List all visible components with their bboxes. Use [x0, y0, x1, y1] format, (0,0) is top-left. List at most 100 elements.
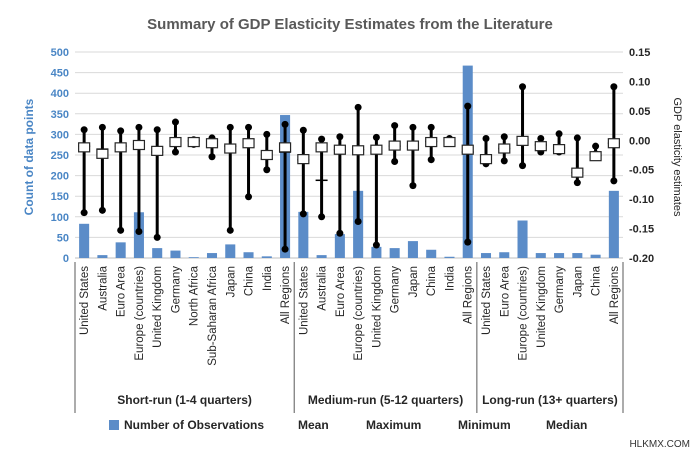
median-markers — [78, 135, 620, 178]
observation-bar — [170, 250, 181, 258]
minimum-marker — [500, 157, 508, 165]
minimum-marker — [98, 206, 106, 214]
category-label: Japan — [408, 266, 420, 297]
maximum-marker — [263, 130, 271, 138]
left-tick-label: 100 — [51, 212, 69, 224]
category-label: China — [591, 265, 603, 296]
maximum-marker — [573, 134, 581, 142]
category-label: United Kingdom — [536, 266, 548, 348]
right-tick-label: 0.00 — [629, 135, 650, 147]
observation-bar — [243, 252, 254, 258]
category-label: Germany — [170, 266, 182, 314]
category-label: China — [244, 265, 256, 296]
left-tick-label: 350 — [51, 109, 69, 121]
minimum-marker — [610, 177, 618, 185]
median-marker — [388, 140, 401, 151]
minimum-marker — [464, 238, 472, 246]
observation-bar — [608, 190, 619, 258]
maximum-marker — [98, 123, 106, 131]
maximum-marker — [117, 127, 125, 135]
minimum-marker — [171, 148, 179, 156]
median-marker — [278, 142, 292, 153]
observation-bar — [535, 253, 546, 258]
legend-item: Number of Observations — [124, 418, 264, 432]
category-label: Australia — [317, 265, 329, 310]
legend-item: Minimum — [458, 418, 511, 432]
observation-bar — [316, 255, 327, 258]
category-label: Germany — [554, 266, 566, 314]
median-marker — [297, 154, 310, 165]
median-marker — [425, 136, 438, 148]
observation-bar — [572, 253, 583, 258]
median-marker — [78, 142, 91, 153]
category-label: Sub-Saharan Africa — [207, 265, 219, 365]
maximum-marker — [80, 126, 88, 134]
category-label: United Kingdom — [371, 266, 383, 348]
median-marker — [315, 142, 328, 153]
right-tick-label: -0.05 — [629, 165, 654, 177]
category-label: United States — [79, 266, 91, 335]
median-marker — [461, 144, 474, 155]
median-marker — [406, 140, 420, 151]
right-tick-label: -0.15 — [629, 224, 654, 236]
maximum-marker — [135, 123, 143, 131]
minimum-marker — [573, 179, 581, 187]
maximum-marker — [171, 118, 179, 126]
legend: Number of Observations Mean Maximum Minimum… — [109, 418, 587, 432]
median-marker — [151, 145, 164, 156]
left-tick-label: 50 — [57, 232, 69, 244]
median-marker — [534, 141, 547, 152]
category-label: Japan — [225, 266, 237, 297]
median-marker — [96, 148, 109, 159]
category-label: United States — [298, 266, 310, 335]
group-labels: Short-run (1-4 quarters) Medium-run (5-12… — [74, 262, 624, 413]
median-marker — [352, 145, 365, 156]
minimum-marker — [336, 229, 344, 237]
chart-title: Summary of GDP Elasticity Estimates from… — [147, 16, 553, 33]
observation-bar — [298, 211, 309, 258]
observation-bar — [152, 248, 163, 258]
minimum-marker — [153, 233, 161, 241]
observation-bar — [517, 220, 528, 258]
category-label: All Regions — [609, 266, 621, 324]
median-marker — [205, 138, 219, 149]
median-marker — [370, 144, 383, 155]
category-label: India — [262, 265, 274, 291]
category-label: United States — [481, 266, 493, 335]
left-tick-label: 150 — [51, 191, 69, 203]
category-labels: United States Australia Euro Area Europe (c… — [79, 265, 621, 365]
maximum-marker — [153, 126, 161, 134]
observation-bar — [334, 234, 345, 258]
group-label: Medium-run (5-12 quarters) — [308, 393, 463, 407]
minimum-marker — [409, 182, 417, 190]
maximum-marker — [592, 142, 600, 150]
median-marker — [589, 151, 602, 162]
observation-bar — [499, 252, 510, 258]
category-label: Europe (countries) — [134, 266, 146, 361]
observation-bar — [371, 246, 382, 258]
category-label: All Regions — [280, 266, 292, 324]
median-marker — [242, 138, 255, 149]
observation-bar — [480, 253, 492, 258]
legend-item: Median — [546, 418, 587, 432]
maximum-marker — [519, 83, 527, 91]
median-marker — [443, 136, 456, 148]
median-marker — [260, 149, 273, 161]
category-label: Europe (countries) — [353, 266, 365, 361]
maximum-marker — [336, 133, 344, 141]
category-label: Australia — [97, 265, 109, 310]
minimum-marker — [80, 209, 88, 217]
group-label: Long-run (13+ quarters) — [482, 393, 618, 407]
minimum-marker — [372, 241, 380, 249]
category-label: Euro Area — [116, 265, 128, 317]
right-tick-label: 0.15 — [629, 47, 650, 59]
legend-swatch-observations — [109, 420, 119, 430]
median-marker — [552, 144, 566, 155]
left-tick-label: 400 — [51, 88, 69, 100]
maximum-marker — [409, 123, 417, 131]
category-label: India — [444, 265, 456, 291]
category-label: China — [426, 265, 438, 296]
median-marker — [571, 167, 584, 178]
median-marker — [479, 154, 493, 165]
